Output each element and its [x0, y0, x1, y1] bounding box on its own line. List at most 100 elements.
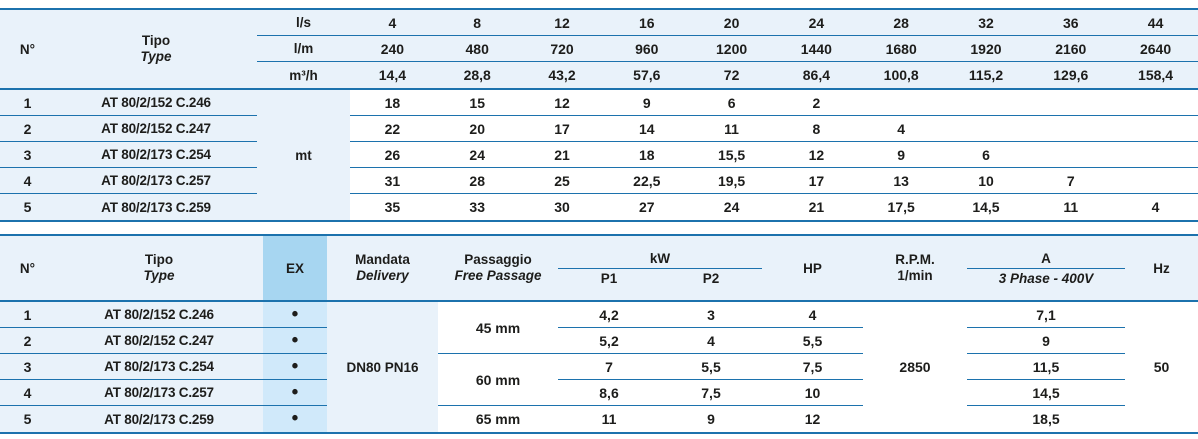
flow-value-cell: 129,6 [1053, 67, 1089, 83]
type-header-it: Tipo [144, 252, 174, 268]
head-value-cell: 9 [604, 90, 690, 116]
type-cell: AT 80/2/173 C.254 [55, 354, 263, 380]
flow-value-cell: 1440 [773, 36, 859, 62]
p1-value-cell: 8,6 [558, 380, 660, 406]
rpm-header-line1: R.P.M. [895, 252, 935, 268]
row-number-cell: 4 [0, 380, 55, 406]
row-number-cell: 2 [0, 328, 55, 354]
head-value-cell: 19,5 [689, 168, 774, 194]
head-value-cell [1028, 116, 1114, 142]
amperage-value-cell: 7,1 [967, 302, 1125, 328]
type-cell: AT 80/2/152 C.247 [55, 116, 257, 142]
flow-value-cell: 2160 [1028, 36, 1114, 62]
type-column-header: Tipo Type [55, 10, 257, 88]
hp-value-cell: 10 [762, 380, 863, 406]
flow-value-cell: 43,2 [548, 67, 576, 83]
hp-value-cell: 7,5 [762, 354, 863, 380]
amperage-group-label: A [967, 251, 1125, 269]
amperage-subcolumn: 3 Phase - 400V [967, 269, 1125, 286]
row-number-cell: 1 [0, 302, 55, 328]
phase-voltage-label: 3 Phase - 400V [998, 270, 1094, 286]
type-header-it: Tipo [141, 33, 171, 49]
head-value-cell: 10 [943, 168, 1029, 194]
type-column-header: Tipo Type [55, 236, 263, 300]
delivery-value-cell: DN80 PN16 [327, 302, 438, 432]
head-value-cell: 30 [554, 199, 570, 215]
ex-dot-cell: • [263, 354, 327, 380]
flow-value-cell: 72 [723, 67, 740, 83]
hp-value-cell: 12 [804, 411, 821, 427]
p1-value-cell: 11 [601, 411, 617, 427]
p2-value-cell: 7,5 [660, 380, 762, 406]
head-value-cell: 24 [723, 199, 740, 215]
head-value-cell [1028, 142, 1114, 168]
type-cell: AT 80/2/173 C.257 [55, 380, 263, 406]
flow-value-cell: 28 [858, 10, 944, 36]
flow-value-cell: 57,6 [633, 67, 661, 83]
free-passage-value-cell: 45 mm [438, 302, 558, 354]
p2-value-cell: 3 [660, 302, 762, 328]
row-number-cell: 2 [0, 116, 55, 142]
flow-value-cell: 24 [773, 10, 859, 36]
hp-column-header: HP [803, 260, 822, 276]
ex-dot-cell: • [263, 380, 327, 406]
head-value-cell: 31 [350, 168, 435, 194]
flow-value-cell: 86,4 [802, 67, 830, 83]
flow-value-cell: 16 [604, 10, 690, 36]
head-value-cell: 25 [519, 168, 605, 194]
head-value-cell: 15,5 [689, 142, 774, 168]
row-number-cell: 4 [0, 168, 55, 194]
p1-value-cell: 7 [558, 354, 660, 380]
unit-label-cell: m³/h [289, 67, 318, 83]
performance-table-body: 1 AT 80/2/152 C.246 mt 18 15 12 9 6 2 2 AT 80/2/15… [0, 90, 1198, 222]
performance-table-header: N° Tipo Type l/s 4 8 12 16 20 24 28 32 36 44 l/m 240… [0, 8, 1198, 90]
flow-value-cell: 28,8 [463, 67, 491, 83]
flow-value-cell: 36 [1028, 10, 1114, 36]
head-value-cell: 20 [434, 116, 520, 142]
rpm-value-cell: 2850 [899, 359, 931, 375]
passage-header-it: Passaggio [464, 252, 532, 268]
flow-value-cell: 44 [1113, 10, 1198, 36]
hp-value-cell: 4 [762, 302, 863, 328]
type-header-en: Type [140, 49, 172, 64]
kw-group-label: kW [558, 251, 762, 269]
flow-value-cell: 115,2 [968, 67, 1004, 83]
head-value-cell: 22 [350, 116, 435, 142]
flow-value-cell: 240 [350, 36, 435, 62]
flow-value-cell: 480 [434, 36, 520, 62]
free-passage-value-cell: 60 mm [438, 354, 558, 406]
rpm-header-line2: 1/min [897, 268, 933, 283]
head-value-cell: 15 [434, 90, 520, 116]
row-number-cell: 3 [0, 142, 55, 168]
unit-label-cell: l/s [257, 10, 350, 36]
head-value-cell: 18 [350, 90, 435, 116]
flow-value-cell: 960 [604, 36, 690, 62]
head-value-cell: 7 [1028, 168, 1114, 194]
flow-value-cell: 20 [689, 10, 774, 36]
type-cell: AT 80/2/173 C.259 [55, 406, 263, 432]
head-value-cell [1113, 116, 1198, 142]
kw-subcolumns: P1 P2 [558, 269, 762, 286]
flow-value-cell: 1680 [858, 36, 944, 62]
no-column-header: N° [19, 41, 36, 57]
flow-value-cell: 12 [519, 10, 605, 36]
specs-table-body: 1 AT 80/2/152 C.246 • 4,2 3 4 7,1 2 AT 80/2/152 … [0, 302, 1198, 434]
head-value-cell: 18 [604, 142, 690, 168]
head-value-cell: 2 [773, 90, 859, 116]
specs-table-header: N° Tipo Type EX Mandata Delivery Passagg… [0, 234, 1198, 302]
type-cell: AT 80/2/173 C.257 [55, 168, 257, 194]
flow-value-cell: 8 [434, 10, 520, 36]
p2-value-cell: 4 [660, 328, 762, 354]
head-value-cell: 8 [773, 116, 859, 142]
head-value-cell: 22,5 [604, 168, 690, 194]
flow-value-cell: 158,4 [1138, 67, 1174, 83]
head-value-cell: 11 [1063, 199, 1079, 215]
head-value-cell: 4 [1151, 199, 1160, 215]
head-value-cell: 17,5 [887, 199, 915, 215]
amperage-value-cell: 14,5 [967, 380, 1125, 406]
amperage-column-group-header: A 3 Phase - 400V [967, 236, 1125, 300]
flow-value-cell: 720 [519, 36, 605, 62]
p1-column-header: P1 [600, 270, 618, 286]
delivery-header-en: Delivery [356, 268, 409, 283]
